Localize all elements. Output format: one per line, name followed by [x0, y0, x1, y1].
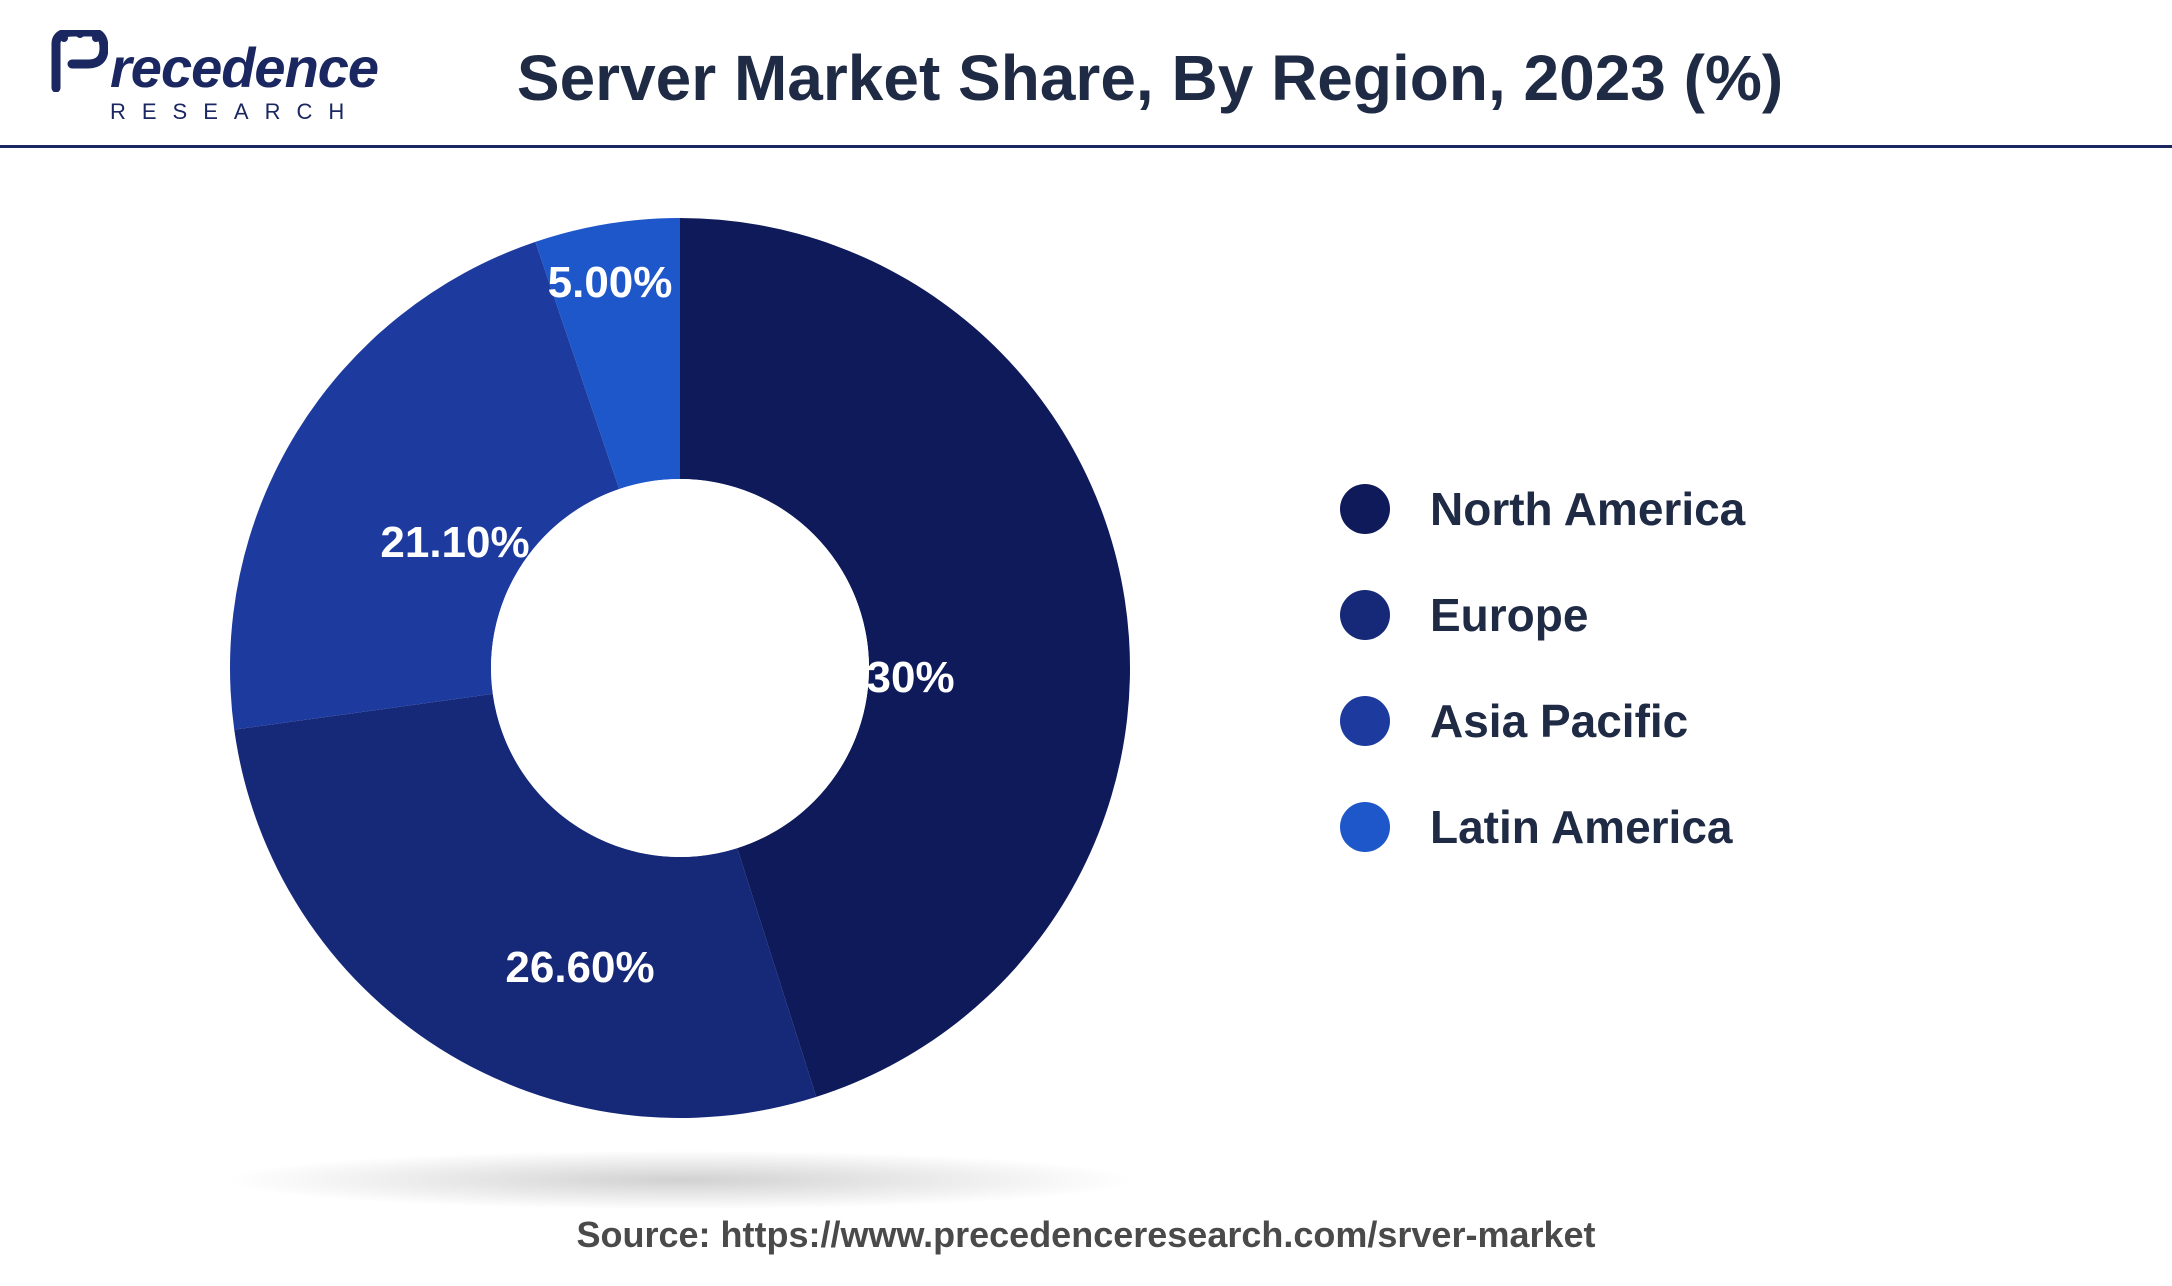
brand-sub-text: RESEARCH [110, 99, 360, 125]
legend: North America Europe Asia Pacific Latin Ame… [1340, 482, 1745, 854]
legend-label: Latin America [1430, 800, 1733, 854]
legend-dot-icon [1340, 802, 1390, 852]
donut-chart: 43.30% 26.60% 21.10% 5.00% [220, 208, 1140, 1128]
chart-shadow [220, 1150, 1140, 1210]
legend-dot-icon [1340, 696, 1390, 746]
chart-body: 43.30% 26.60% 21.10% 5.00% North America Eur… [0, 148, 2172, 1128]
legend-label: Asia Pacific [1430, 694, 1688, 748]
legend-dot-icon [1340, 484, 1390, 534]
donut-svg [220, 208, 1140, 1128]
brand-logo: recedence RESEARCH [50, 30, 378, 125]
brand-main-text: recedence [110, 35, 378, 100]
legend-label: North America [1430, 482, 1745, 536]
brand-name: recedence [50, 30, 378, 105]
slice-label: 21.10% [380, 518, 529, 568]
brand-p-icon [50, 30, 108, 105]
legend-item: North America [1340, 482, 1745, 536]
legend-item: Latin America [1340, 800, 1745, 854]
source-text: Source: https://www.precedenceresearch.c… [0, 1214, 2172, 1256]
slice-label: 26.60% [505, 943, 654, 993]
slice-label: 5.00% [548, 258, 673, 308]
legend-item: Asia Pacific [1340, 694, 1745, 748]
header: recedence RESEARCH Server Market Share, … [0, 0, 2172, 148]
legend-dot-icon [1340, 590, 1390, 640]
chart-title: Server Market Share, By Region, 2023 (%) [378, 41, 2122, 115]
slice-label: 43.30% [805, 653, 954, 703]
legend-item: Europe [1340, 588, 1745, 642]
legend-label: Europe [1430, 588, 1588, 642]
